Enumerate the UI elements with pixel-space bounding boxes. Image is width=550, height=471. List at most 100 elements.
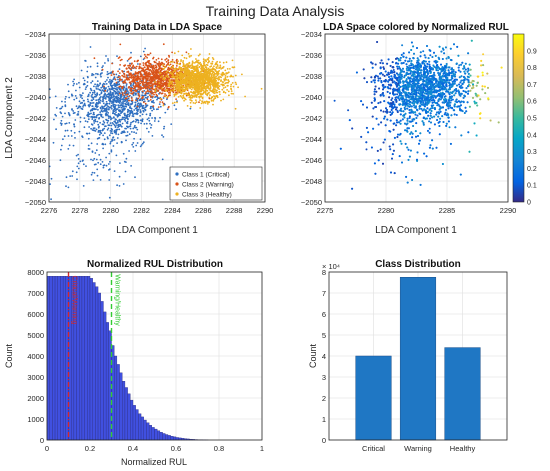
data-point	[89, 46, 92, 48]
data-point	[68, 96, 71, 99]
data-point	[166, 87, 168, 90]
data-point	[192, 86, 195, 89]
data-point	[205, 78, 208, 81]
data-point	[131, 111, 133, 114]
data-point	[94, 93, 97, 96]
data-point	[194, 74, 197, 77]
data-point	[68, 122, 71, 124]
data-point	[103, 90, 105, 93]
data-point	[129, 82, 132, 85]
data-point	[55, 115, 58, 117]
data-point	[159, 116, 161, 119]
data-point	[115, 133, 117, 135]
data-point	[230, 83, 233, 86]
data-point	[188, 64, 190, 67]
data-point	[91, 73, 94, 75]
data-point	[174, 75, 177, 78]
data-point	[185, 93, 187, 95]
data-point	[146, 77, 149, 80]
data-point	[151, 90, 153, 92]
data-point	[127, 110, 129, 113]
data-point	[90, 142, 93, 145]
data-point	[98, 101, 101, 104]
data-point	[107, 58, 109, 60]
data-point	[90, 112, 92, 115]
data-point	[175, 91, 177, 94]
data-point	[216, 74, 219, 77]
data-point	[181, 76, 184, 79]
data-point	[144, 47, 147, 50]
data-point	[123, 130, 125, 133]
data-point	[106, 121, 109, 124]
data-point	[117, 119, 119, 122]
data-point	[201, 93, 204, 95]
data-point	[193, 70, 196, 73]
data-point	[106, 128, 109, 131]
data-point	[129, 127, 132, 130]
data-point	[199, 107, 202, 109]
data-point	[82, 77, 85, 80]
data-point	[186, 87, 189, 89]
data-point	[150, 126, 152, 129]
data-point	[149, 112, 152, 115]
data-point	[107, 127, 110, 130]
data-point	[79, 116, 82, 119]
data-point	[119, 100, 122, 103]
data-point	[129, 111, 132, 113]
data-point	[72, 84, 75, 87]
data-point	[210, 97, 213, 100]
y-tick-label: −2034	[25, 30, 46, 39]
data-point	[108, 169, 110, 171]
data-point	[219, 93, 221, 96]
y-tick-label: −2036	[25, 51, 46, 60]
data-point	[183, 75, 185, 78]
data-point	[107, 137, 109, 140]
data-point	[179, 87, 182, 90]
data-point	[177, 80, 180, 82]
x-tick-label: 2280	[102, 206, 119, 215]
legend-label-class1: Class 1 (Critical)	[182, 172, 230, 179]
data-point	[104, 110, 106, 113]
data-point	[172, 66, 175, 69]
data-point	[214, 69, 217, 72]
data-point	[128, 86, 130, 88]
chart-title: Training Data in LDA Space	[92, 22, 223, 33]
data-point	[134, 176, 136, 179]
x-tick-label: 2290	[257, 206, 274, 215]
data-point	[81, 97, 84, 100]
data-point	[211, 62, 214, 65]
data-point	[204, 102, 207, 104]
data-point	[126, 93, 129, 96]
legend-marker-class3	[175, 192, 179, 196]
data-point	[216, 65, 219, 67]
data-point	[55, 107, 58, 109]
data-point	[139, 85, 142, 88]
data-point	[114, 83, 116, 85]
data-point	[152, 106, 155, 109]
data-point	[65, 95, 67, 98]
data-point	[95, 101, 98, 104]
data-point	[148, 90, 150, 93]
data-point	[60, 144, 63, 147]
data-point	[123, 74, 126, 76]
data-point	[204, 59, 207, 62]
data-point	[215, 72, 218, 75]
data-point	[60, 148, 62, 151]
data-point	[138, 85, 141, 88]
data-point	[209, 79, 211, 82]
data-point	[109, 160, 111, 163]
data-point	[205, 87, 208, 89]
data-point	[60, 119, 63, 122]
data-point	[151, 87, 154, 90]
data-point	[144, 109, 147, 112]
data-point	[121, 92, 124, 94]
data-point	[143, 57, 146, 59]
data-point	[148, 100, 150, 102]
data-point	[139, 115, 142, 117]
data-point	[212, 103, 214, 106]
data-point	[131, 79, 134, 81]
data-point	[216, 60, 219, 63]
data-point	[116, 88, 119, 91]
data-point	[214, 97, 217, 100]
data-point	[211, 60, 214, 63]
